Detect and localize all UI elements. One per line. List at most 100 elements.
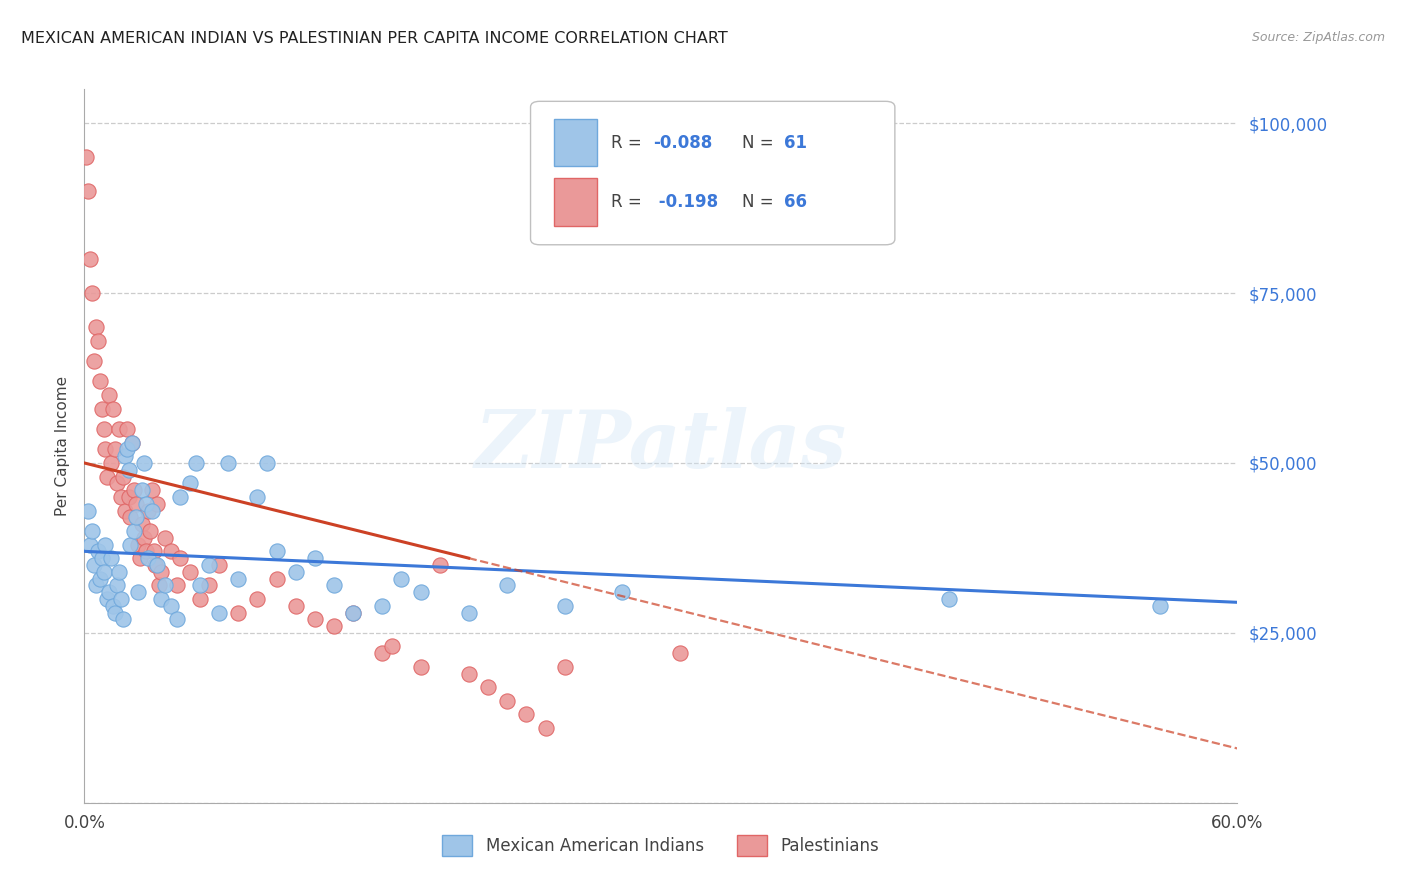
Point xyxy=(110,490,132,504)
Point xyxy=(198,578,221,592)
Point xyxy=(146,558,169,572)
Point xyxy=(77,184,100,198)
Point xyxy=(391,572,413,586)
Point xyxy=(246,490,269,504)
Point xyxy=(266,544,288,558)
Point xyxy=(121,435,143,450)
Point xyxy=(117,463,139,477)
Point xyxy=(166,612,188,626)
Point xyxy=(153,578,176,592)
Point xyxy=(188,591,211,606)
Point xyxy=(121,435,143,450)
Point xyxy=(100,551,122,566)
Point xyxy=(124,483,146,498)
Point xyxy=(342,606,364,620)
Point xyxy=(108,565,131,579)
Point xyxy=(429,558,451,572)
Text: ZIPatlas: ZIPatlas xyxy=(475,408,846,484)
Point xyxy=(138,524,160,538)
Text: N =: N = xyxy=(741,193,779,211)
Point xyxy=(612,585,634,599)
Point xyxy=(146,497,169,511)
Point xyxy=(120,537,142,551)
Point xyxy=(554,599,576,613)
Point xyxy=(179,476,201,491)
Point xyxy=(80,286,103,301)
Point xyxy=(111,612,134,626)
Point xyxy=(87,334,110,348)
Text: 66: 66 xyxy=(785,193,807,211)
Point xyxy=(127,585,149,599)
Point xyxy=(89,375,111,389)
Point xyxy=(323,619,346,633)
Point xyxy=(169,551,191,566)
Point xyxy=(160,544,183,558)
Point xyxy=(381,640,404,654)
Point xyxy=(115,442,138,457)
Point xyxy=(371,646,394,660)
Point xyxy=(115,422,138,436)
Point xyxy=(114,503,136,517)
Point xyxy=(179,565,201,579)
Point xyxy=(188,578,211,592)
Point xyxy=(96,469,118,483)
Point xyxy=(94,537,117,551)
Point xyxy=(135,497,157,511)
Point xyxy=(96,591,118,606)
Point xyxy=(266,572,288,586)
Text: R =: R = xyxy=(612,193,647,211)
Point xyxy=(89,572,111,586)
Point xyxy=(142,544,165,558)
Point xyxy=(114,449,136,463)
Point xyxy=(75,150,97,164)
Point xyxy=(342,606,364,620)
Text: Source: ZipAtlas.com: Source: ZipAtlas.com xyxy=(1251,31,1385,45)
Point xyxy=(131,517,153,532)
Point xyxy=(184,456,207,470)
Point xyxy=(141,503,163,517)
Point xyxy=(160,599,183,613)
Point xyxy=(148,578,170,592)
Point xyxy=(496,694,519,708)
Text: 61: 61 xyxy=(785,134,807,152)
Point xyxy=(457,606,479,620)
Point xyxy=(83,558,105,572)
Point xyxy=(226,606,249,620)
Point xyxy=(103,599,124,613)
Point xyxy=(93,565,115,579)
Point xyxy=(141,483,163,498)
Point xyxy=(79,537,101,551)
Point xyxy=(120,510,142,524)
Point xyxy=(150,591,173,606)
Point xyxy=(218,456,240,470)
Point xyxy=(534,721,557,735)
Point xyxy=(84,578,107,592)
Point xyxy=(127,537,149,551)
Y-axis label: Per Capita Income: Per Capita Income xyxy=(55,376,70,516)
Point xyxy=(94,442,117,457)
Point xyxy=(100,456,122,470)
Point xyxy=(103,401,124,416)
Point xyxy=(105,476,128,491)
Point xyxy=(256,456,278,470)
Point xyxy=(131,483,153,498)
Point xyxy=(457,666,479,681)
Point xyxy=(110,591,132,606)
Point xyxy=(304,612,326,626)
Point xyxy=(104,442,127,457)
Legend: Mexican American Indians, Palestinians: Mexican American Indians, Palestinians xyxy=(436,829,886,863)
Point xyxy=(304,551,326,566)
Point xyxy=(150,565,173,579)
Point xyxy=(554,660,576,674)
Text: -0.198: -0.198 xyxy=(652,193,718,211)
Point xyxy=(496,578,519,592)
Point xyxy=(371,599,394,613)
Point xyxy=(284,565,307,579)
Point xyxy=(409,660,432,674)
Point xyxy=(90,551,112,566)
Point xyxy=(108,422,131,436)
Point xyxy=(284,599,307,613)
Point xyxy=(117,490,139,504)
Point xyxy=(84,320,107,334)
Point xyxy=(105,578,128,592)
